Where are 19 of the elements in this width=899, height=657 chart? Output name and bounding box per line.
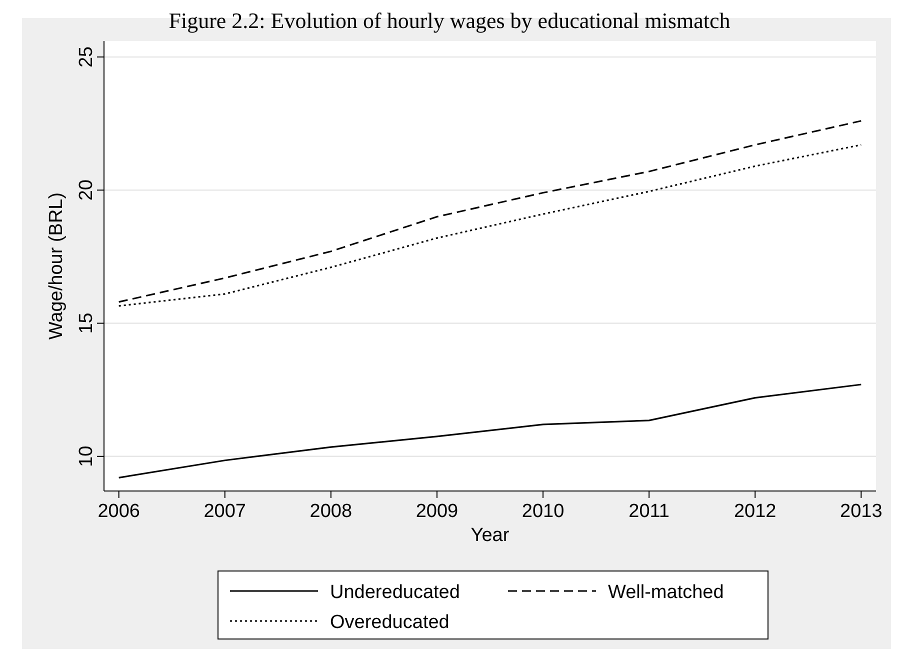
- x-tick-label: 2006: [98, 501, 140, 522]
- x-tick-label: 2010: [522, 501, 564, 522]
- y-axis-title: Wage/hour (BRL): [46, 192, 67, 340]
- y-tick-label: 15: [76, 312, 97, 334]
- legend-label: Well-matched: [608, 582, 724, 603]
- chart-title: Figure 2.2: Evolution of hourly wages by educational mismatch: [168, 8, 730, 33]
- x-tick-label: 2012: [734, 501, 776, 522]
- legend-label: Overeducated: [330, 612, 450, 633]
- y-tick-label: 10: [76, 446, 97, 467]
- x-tick-label: 2011: [628, 501, 670, 522]
- x-tick-label: 2013: [840, 501, 882, 522]
- x-tick-label: 2007: [204, 501, 246, 522]
- x-tick-label: 2009: [416, 501, 458, 522]
- y-tick-label: 25: [76, 46, 97, 68]
- line-series: [118, 384, 862, 478]
- x-axis-title: Year: [470, 525, 510, 546]
- x-tick-label: 2008: [310, 501, 352, 522]
- y-tick-label: 20: [76, 180, 97, 201]
- legend-label: Undereducated: [330, 582, 460, 603]
